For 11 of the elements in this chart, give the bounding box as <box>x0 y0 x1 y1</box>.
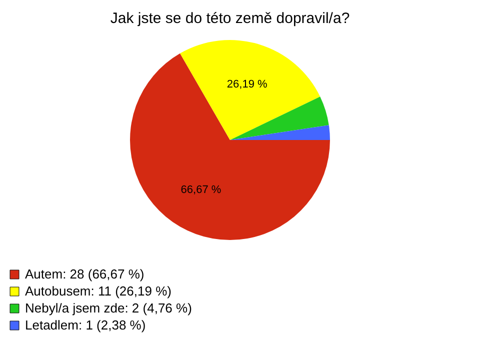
legend-label: Autem: 28 (66,67 %) <box>25 266 144 282</box>
legend-label: Autobusem: 11 (26,19 %) <box>25 284 172 298</box>
chart-title: Jak jste se do této země dopravil/a? <box>110 10 350 27</box>
legend-label: Letadlem: 1 (2,38 %) <box>25 318 146 332</box>
pie-slice <box>230 125 330 140</box>
pie-slice <box>130 53 330 240</box>
pie-slice <box>230 96 329 140</box>
data-label: 26,19 % <box>226 78 268 91</box>
pie-slice <box>180 40 320 140</box>
data-label: 66,67 % <box>180 184 222 196</box>
legend-label: Nebyl/a jsem zde: 2 (4,76 %) <box>25 300 192 316</box>
